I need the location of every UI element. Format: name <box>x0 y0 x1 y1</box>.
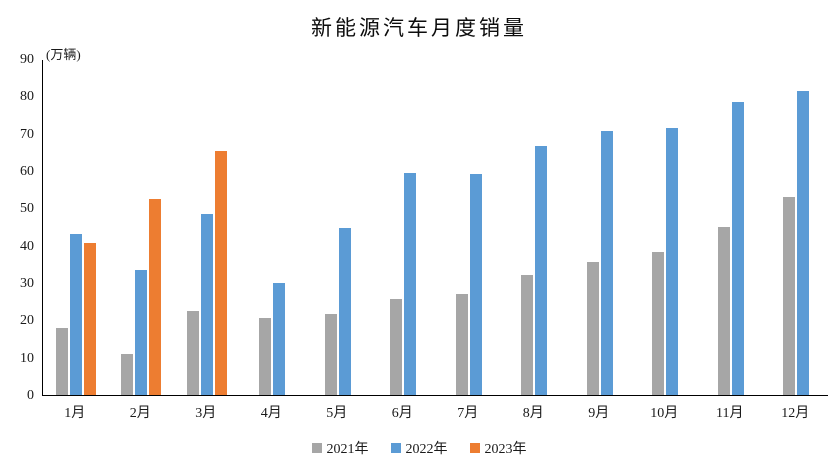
bar-s2-m5 <box>338 228 351 395</box>
y-tick-label: 70 <box>20 126 34 142</box>
bar-s1-m8 <box>521 275 534 395</box>
bar-s3-m2 <box>149 199 162 395</box>
bar-s2-m10 <box>666 128 679 395</box>
bar-s2-m6 <box>404 172 417 395</box>
x-axis-label: 11月 <box>716 406 744 421</box>
y-tick-label: 90 <box>20 52 34 67</box>
y-tick-label: 50 <box>20 201 34 217</box>
bar-s1-m5 <box>324 314 337 395</box>
bar-s2-m8 <box>535 146 548 395</box>
legend-swatch-icon <box>390 443 401 453</box>
y-tick-label: 20 <box>20 313 34 329</box>
x-axis-label: 7月 <box>457 406 479 421</box>
legend-label: 2022年 <box>405 442 448 457</box>
bar-s3-m3 <box>214 151 227 395</box>
legend-item-s3: 2023年 <box>469 438 527 458</box>
bar-s2-m2 <box>135 270 148 395</box>
bar-s2-m3 <box>200 214 213 395</box>
x-axis-label: 8月 <box>522 406 544 421</box>
bar-s1-m10 <box>652 252 665 395</box>
bar-s2-m9 <box>600 130 613 395</box>
bar-s1-m12 <box>783 196 796 395</box>
x-axis-label: 5月 <box>326 406 348 421</box>
x-axis-label: 6月 <box>391 406 413 421</box>
bar-s1-m1 <box>55 328 68 395</box>
x-axis-label: 3月 <box>195 406 217 421</box>
bar-s1-m9 <box>586 261 599 395</box>
bar-s2-m7 <box>469 173 482 395</box>
x-axis-label: 12月 <box>781 406 810 421</box>
legend-swatch-icon <box>469 443 480 453</box>
y-tick-label: 80 <box>20 89 34 105</box>
bar-s2-m11 <box>731 101 744 395</box>
legend-item-s2: 2022年 <box>390 438 448 458</box>
x-axis-label: 2月 <box>129 406 151 421</box>
bar-s1-m4 <box>259 318 272 395</box>
bar-s1-m7 <box>455 293 468 395</box>
bar-s1-m11 <box>717 227 730 395</box>
legend-label: 2021年 <box>326 442 369 457</box>
y-tick-label: 0 <box>27 388 34 403</box>
legend-item-s1: 2021年 <box>311 438 369 458</box>
bar-s1-m3 <box>186 310 199 395</box>
bar-s1-m2 <box>121 353 134 395</box>
x-axis-label: 10月 <box>650 406 679 421</box>
x-axis-label: 9月 <box>588 406 610 421</box>
legend: 2021年 2022年 2023年 <box>0 438 838 458</box>
plot-area <box>42 60 828 396</box>
y-tick-label: 10 <box>20 350 34 366</box>
legend-swatch-icon <box>311 443 322 453</box>
y-tick-label: 60 <box>20 164 34 179</box>
bar-s2-m12 <box>797 91 810 395</box>
bar-s3-m1 <box>83 242 96 395</box>
y-tick-label: 40 <box>20 238 34 254</box>
x-axis-label: 1月 <box>64 406 86 421</box>
y-axis-unit-label: (万辆) <box>46 47 81 62</box>
bar-s1-m6 <box>390 299 403 395</box>
chart-title: 新能源汽车月度销量 <box>311 16 527 40</box>
y-tick-label: 30 <box>20 276 34 291</box>
legend-label: 2023年 <box>484 442 527 457</box>
x-axis-label: 4月 <box>260 406 282 421</box>
bar-s2-m4 <box>273 283 286 395</box>
bar-s2-m1 <box>69 234 82 395</box>
